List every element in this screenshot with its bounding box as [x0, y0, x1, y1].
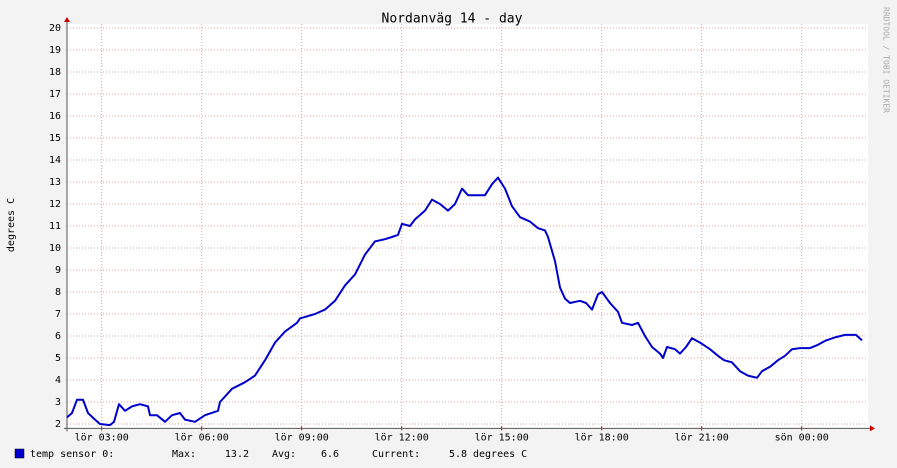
legend-stat-label: Max: — [172, 449, 196, 460]
chart-title: Nordanväg 14 - day — [382, 12, 523, 27]
legend-stat-value: 6.6 — [321, 449, 339, 460]
legend-stat-unit: degrees C — [473, 449, 527, 460]
y-tick-label: 3 — [55, 397, 61, 408]
y-tick-label: 6 — [55, 331, 61, 342]
plot-area — [67, 24, 868, 429]
legend-label: temp sensor 0: — [30, 449, 114, 460]
x-tick-label: lör 12:00 — [375, 432, 429, 443]
y-tick-label: 10 — [49, 243, 61, 254]
y-tick-label: 8 — [55, 287, 61, 298]
y-tick-label: 17 — [49, 89, 61, 100]
x-tick-label: lör 09:00 — [275, 432, 329, 443]
y-tick-label: 14 — [49, 155, 61, 166]
y-axis-label: degrees C — [6, 198, 17, 252]
x-tick-label: lör 18:00 — [575, 432, 629, 443]
x-tick-label: lör 06:00 — [175, 432, 229, 443]
y-tick-label: 19 — [49, 45, 61, 56]
data-line — [66, 176, 863, 427]
legend-swatch — [14, 448, 25, 459]
y-tick-label: 18 — [49, 67, 61, 78]
x-tick-label: lör 03:00 — [75, 432, 129, 443]
legend-stat-label: Current: — [372, 449, 420, 460]
y-tick-label: 2 — [55, 419, 61, 430]
x-tick-label: lör 15:00 — [475, 432, 529, 443]
x-tick-label: sön 00:00 — [775, 432, 829, 443]
y-tick-label: 11 — [49, 221, 61, 232]
x-tick-label: lör 21:00 — [675, 432, 729, 443]
legend-stat-value: 5.8 — [449, 449, 467, 460]
y-tick-label: 7 — [55, 309, 61, 320]
y-tick-label: 4 — [55, 375, 61, 386]
y-tick-label: 20 — [49, 23, 61, 34]
axis-arrow — [870, 425, 875, 432]
legend-stat-value: 13.2 — [225, 449, 249, 460]
y-tick-label: 15 — [49, 133, 61, 144]
y-tick-label: 5 — [55, 353, 61, 364]
watermark: RRDTOOL / TOBI OETIKER — [882, 7, 891, 113]
y-tick-label: 12 — [49, 199, 61, 210]
y-tick-label: 13 — [49, 177, 61, 188]
axis-arrow — [64, 17, 70, 22]
y-tick-label: 16 — [49, 111, 61, 122]
y-tick-label: 9 — [55, 265, 61, 276]
legend-stat-label: Avg: — [272, 449, 296, 460]
